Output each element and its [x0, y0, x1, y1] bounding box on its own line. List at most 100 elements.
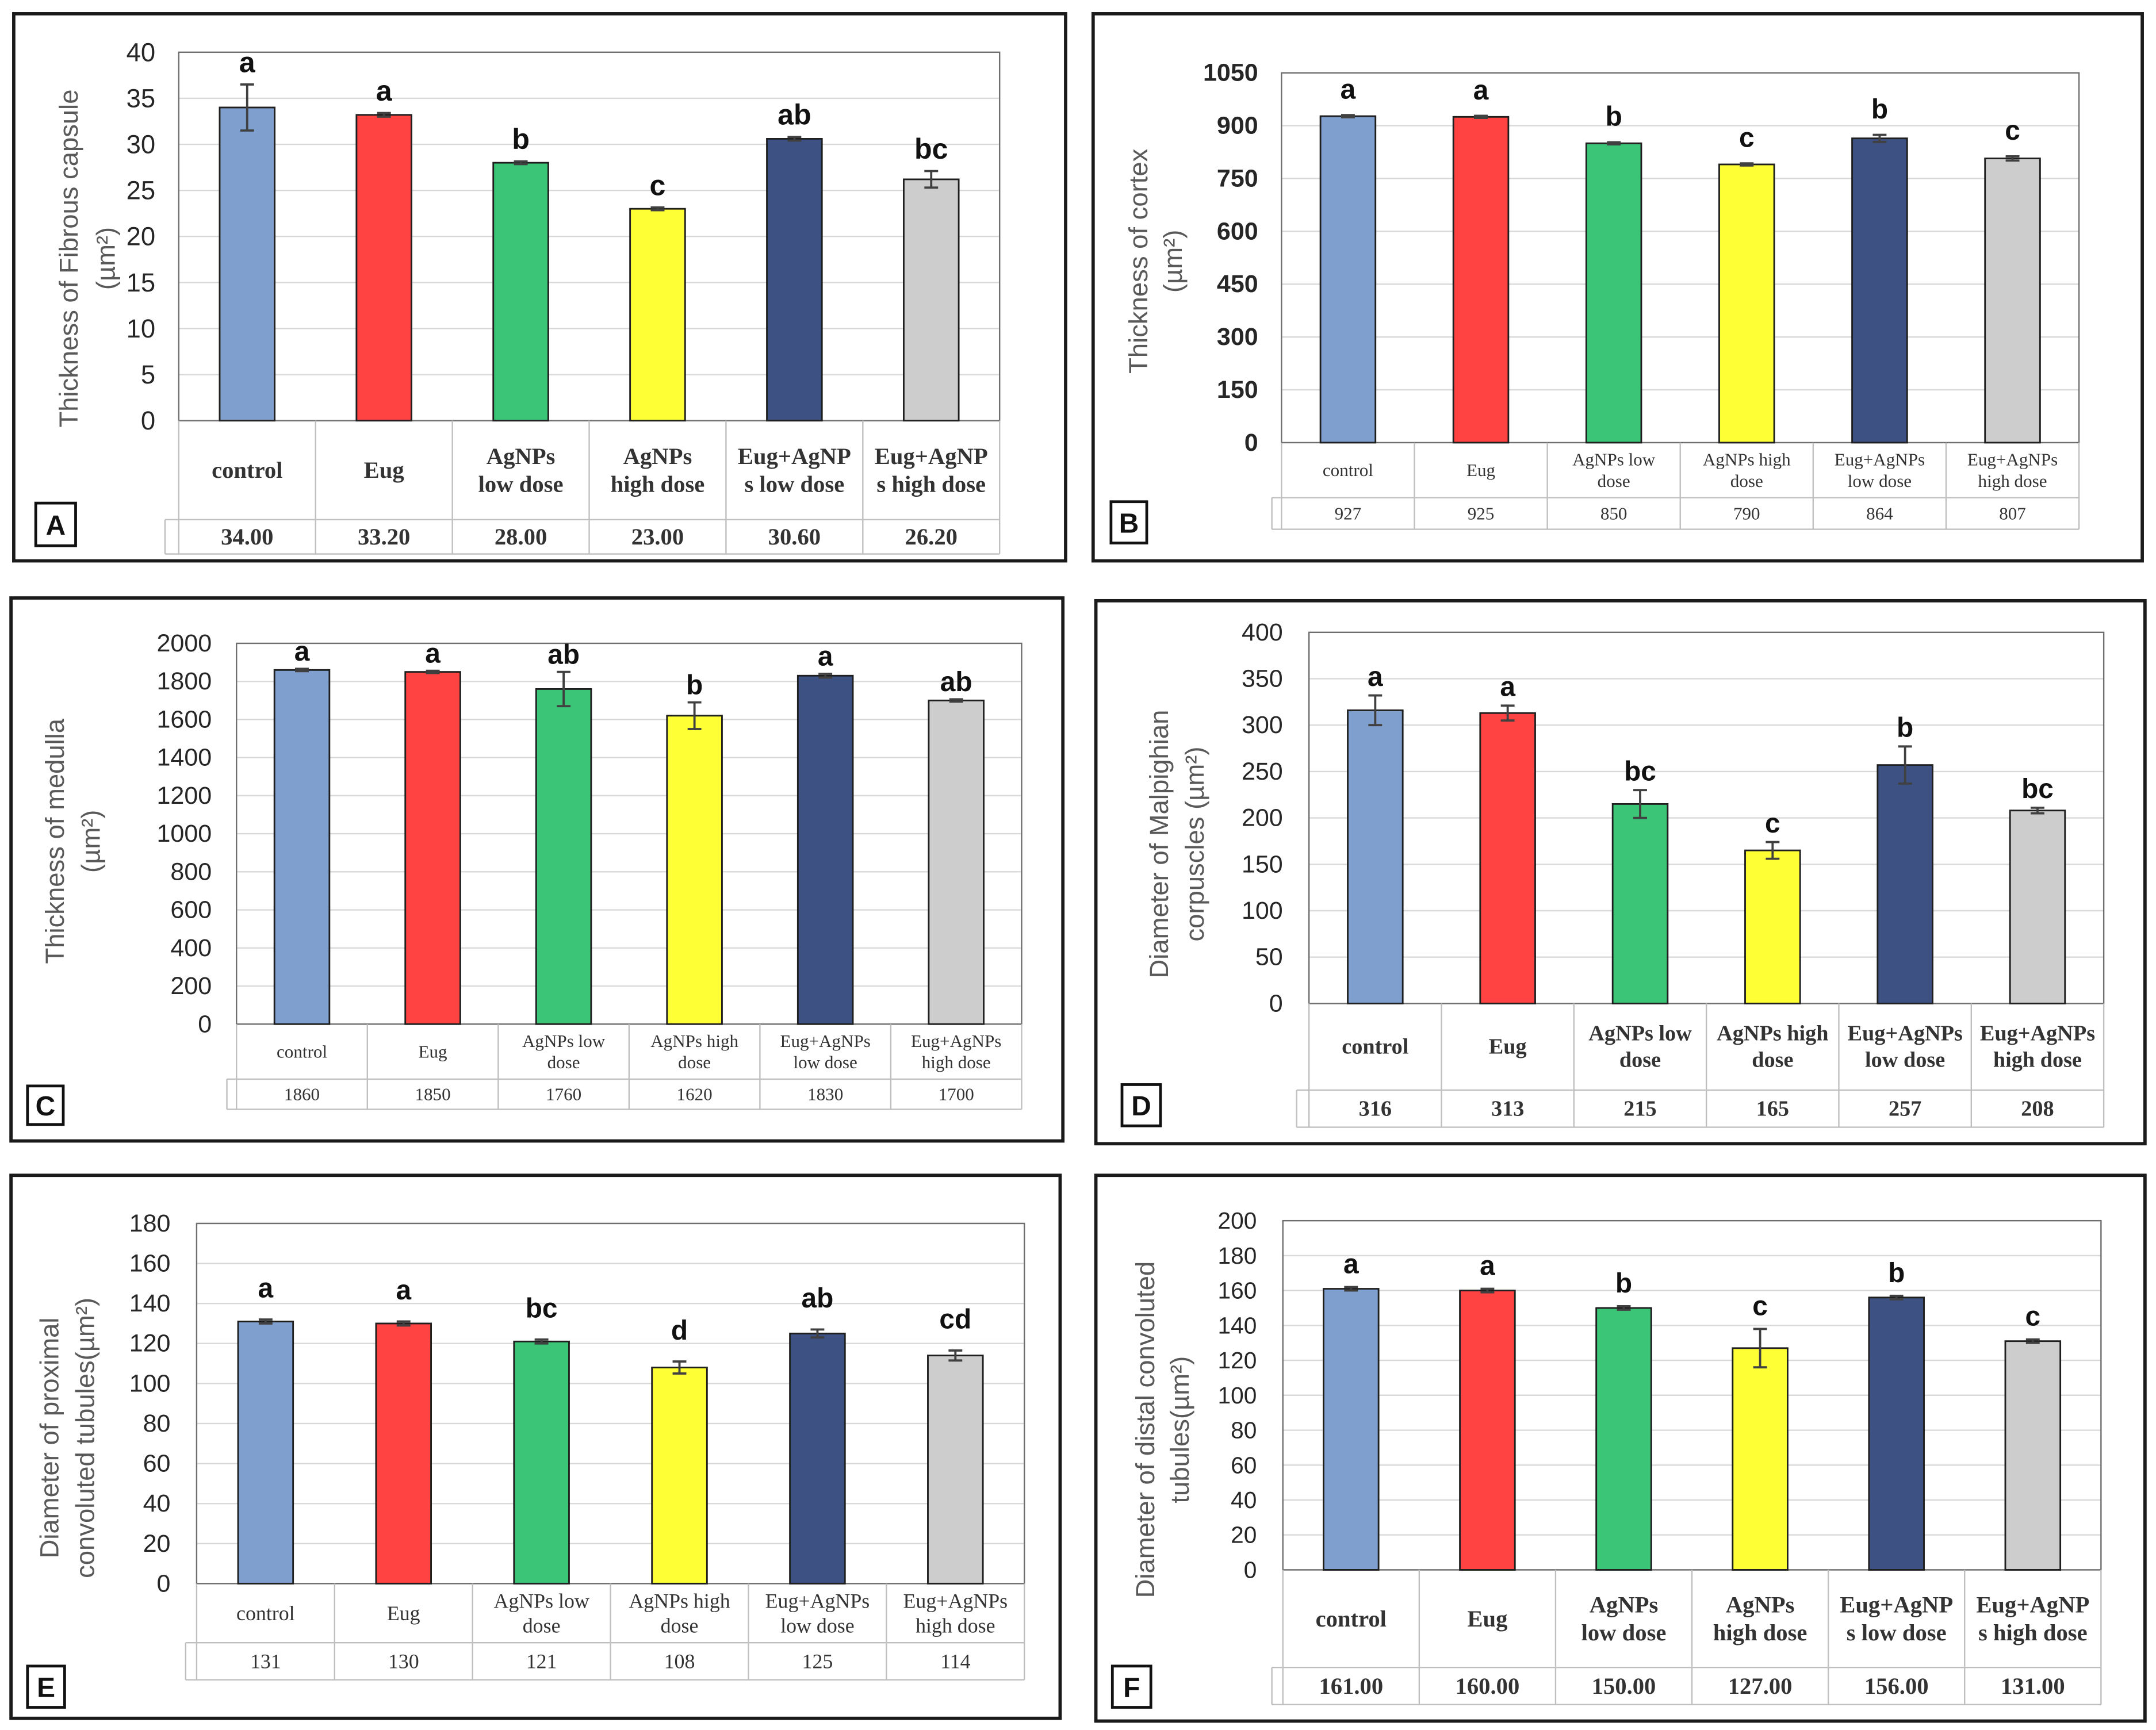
bar-eug-agnps-low-dose [796, 674, 854, 1025]
table-value-eug-agnps-high-dose: 807 [1999, 504, 2026, 524]
y-tick-label: 250 [1242, 758, 1283, 785]
category-label-eug-agnps-low-dose: low dose [793, 1052, 857, 1072]
category-label-eug-agnps-high-dose: Eug+AgNPs [911, 1031, 1001, 1051]
y-tick-label: 180 [1218, 1242, 1257, 1269]
bar-agnps-high-dose [1744, 849, 1801, 1004]
y-tick-label: 30 [127, 130, 156, 159]
table-value-eug-agnps-low-dose: 125 [802, 1650, 833, 1673]
panel-label: A [46, 511, 66, 541]
category-label-eug: Eug [387, 1602, 420, 1625]
panel-a: 0 5 10 15 20 25 30 35 40 Thickness of Fibrous cap… [12, 12, 1067, 563]
category-label-control: control [212, 457, 282, 483]
category-label-agnps-low-dose: AgNPs low [493, 1589, 589, 1612]
bar-agnps-high-dose [1718, 163, 1775, 444]
panel-label: F [1123, 1673, 1140, 1704]
bar-control [1323, 1288, 1380, 1571]
y-tick-label: 80 [1231, 1417, 1257, 1444]
category-label-agnps-high-dose: AgNPs [1726, 1591, 1795, 1617]
bar-eug [1479, 712, 1536, 1004]
category-label-agnps-high-dose: dose [661, 1614, 699, 1637]
bar-control [237, 1321, 294, 1585]
panel-f: 0 20 40 60 80 100 120 140 160 180 200 Diameter of d… [1094, 1173, 2147, 1723]
bar-eug-agnps-high-dose [1984, 158, 2041, 444]
bar-eug-agnps-high-dose [927, 1355, 984, 1585]
bar-eug [404, 671, 461, 1025]
bar-eug-agnps-low-dose [789, 1332, 846, 1585]
significance-letter-agnps-high-dose: c [1739, 122, 1755, 153]
table-value-eug-agnps-low-dose: 156.00 [1864, 1673, 1929, 1699]
category-label-eug-agnps-high-dose: Eug+AgNP [1976, 1591, 2089, 1617]
category-label-eug: Eug [1466, 460, 1495, 480]
y-tick-label: 300 [1242, 711, 1283, 739]
significance-letter-eug-agnps-high-dose: cd [939, 1305, 971, 1335]
significance-letter-eug-agnps-high-dose: bc [914, 133, 948, 165]
bar-control [219, 106, 276, 422]
y-tick-label: 0 [157, 1570, 171, 1597]
significance-letter-eug-agnps-low-dose: b [1897, 713, 1913, 743]
category-label-eug-agnps-high-dose: Eug+AgNPs [1967, 450, 2058, 470]
y-tick-label: 140 [129, 1290, 171, 1317]
bars: a a b c b c [1323, 1249, 2062, 1571]
table-value-control: 131 [250, 1650, 281, 1673]
table-value-agnps-low-dose: 121 [526, 1650, 557, 1673]
category-label-eug: Eug [1467, 1606, 1507, 1632]
category-label-eug: Eug [364, 457, 404, 483]
category-label-eug-agnps-low-dose: Eug+AgNPs [780, 1031, 870, 1051]
category-label-agnps-low-dose: AgNPs [487, 443, 556, 469]
panel-label: B [1119, 508, 1139, 539]
panel-e: 0 20 40 60 80 100 120 140 160 180 Diameter of prox… [9, 1173, 1062, 1720]
category-label-eug-agnps-high-dose: high dose [922, 1052, 991, 1072]
significance-letter-control: a [239, 46, 256, 78]
y-tick-label: 100 [1218, 1382, 1257, 1409]
significance-letter-agnps-low-dose: bc [1624, 756, 1656, 787]
y-tick-label: 300 [1217, 323, 1258, 351]
category-label-eug-agnps-high-dose: high dose [1978, 471, 2047, 491]
bar-agnps-high-dose [651, 1367, 708, 1585]
y-tick-label: 20 [143, 1530, 171, 1558]
y-tick-label: 160 [1218, 1278, 1257, 1304]
y-tick-label: 120 [1218, 1347, 1257, 1374]
bar-eug-agnps-high-dose [2004, 1340, 2062, 1571]
significance-letter-control: a [1368, 662, 1383, 692]
significance-letter-agnps-high-dose: c [1752, 1291, 1768, 1322]
y-tick-label: 40 [143, 1490, 171, 1517]
category-label-agnps-high-dose: dose [1752, 1048, 1793, 1072]
bar-eug [375, 1322, 432, 1585]
y-tick-label: 5 [141, 360, 155, 389]
y-tick-label: 0 [198, 1010, 212, 1038]
table-value-agnps-low-dose: 28.00 [495, 524, 547, 550]
bars: a a bc c b bc [1347, 662, 2066, 1004]
y-tick-label: 600 [1217, 217, 1258, 245]
category-label-eug-agnps-low-dose: Eug+AgNP [738, 443, 851, 469]
table-value-agnps-high-dose: 1620 [677, 1084, 713, 1104]
table-value-eug-agnps-low-dose: 257 [1889, 1096, 1921, 1121]
bar-agnps-low-dose [1585, 142, 1642, 444]
category-label-eug: Eug [419, 1042, 447, 1062]
category-label-eug-agnps-low-dose: Eug+AgNPs [1835, 450, 1925, 470]
y-tick-label: 600 [170, 896, 212, 924]
y-tick-label: 35 [127, 83, 156, 113]
table-value-agnps-high-dose: 108 [664, 1650, 695, 1673]
y-tick-label: 400 [1242, 619, 1283, 646]
significance-letter-eug: a [376, 75, 393, 107]
panel-label: D [1131, 1091, 1151, 1122]
category-label-eug: Eug [1489, 1035, 1527, 1059]
bar-agnps-high-dose [629, 208, 686, 422]
y-tick-label: 60 [143, 1450, 171, 1478]
significance-letter-eug-agnps-low-dose: a [818, 642, 833, 672]
category-label-agnps-low-dose: AgNPs low [522, 1031, 606, 1051]
y-axis-ticks: 0 5 10 15 20 25 30 35 40 [127, 37, 156, 435]
y-tick-label: 80 [143, 1410, 171, 1437]
y-tick-label: 10 [127, 314, 156, 343]
category-label-eug-agnps-high-dose: Eug+AgNPs [1980, 1022, 2095, 1046]
bar-eug-agnps-high-dose [2009, 810, 2066, 1004]
panel-label-box [1109, 500, 1148, 544]
significance-letter-control: a [1343, 1249, 1359, 1280]
category-label-control: control [1342, 1035, 1408, 1059]
significance-letter-agnps-high-dose: b [686, 670, 703, 700]
category-label-agnps-low-dose: dose [523, 1614, 561, 1637]
